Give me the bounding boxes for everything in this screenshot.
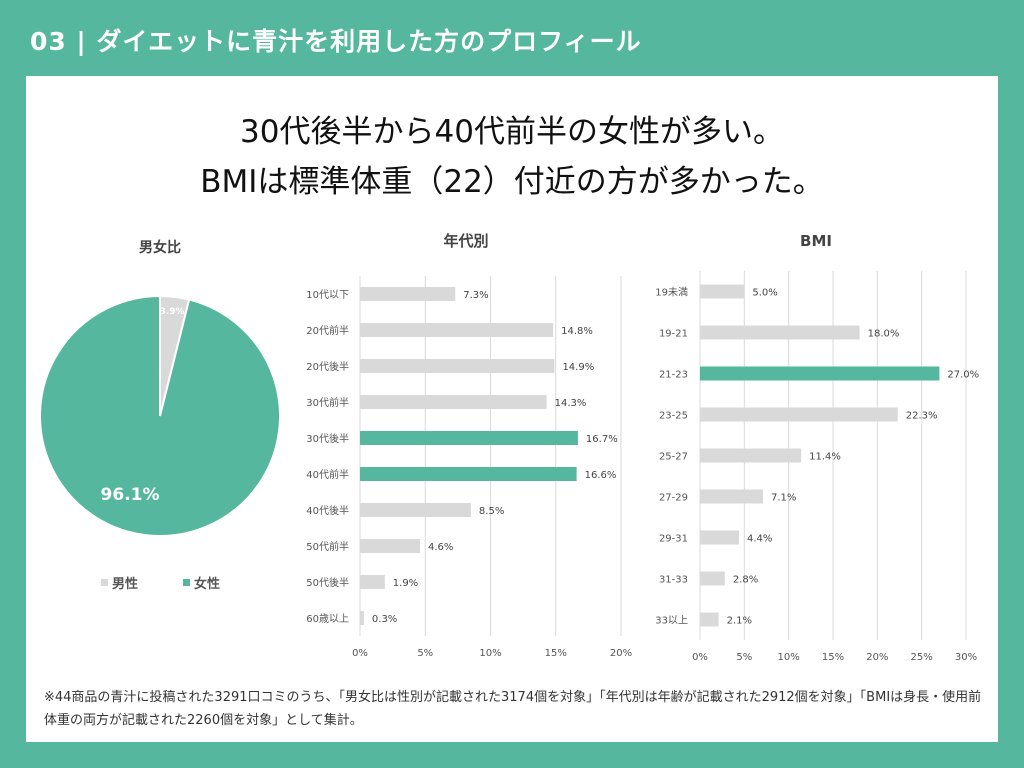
age-tick-label: 10% bbox=[479, 648, 501, 659]
bmi-category-label: 29-31 bbox=[659, 534, 688, 545]
bmi-bar bbox=[700, 325, 860, 340]
age-value-label: 16.6% bbox=[585, 470, 617, 481]
bmi-bar bbox=[700, 284, 745, 299]
age-value-label: 8.5% bbox=[479, 506, 504, 517]
age-value-label: 14.9% bbox=[562, 362, 594, 373]
age-bar bbox=[360, 287, 456, 301]
bmi-tick-label: 25% bbox=[911, 652, 933, 663]
bmi-tick-label: 10% bbox=[778, 652, 800, 663]
age-value-label: 14.8% bbox=[561, 326, 593, 337]
age-value-label: 7.3% bbox=[463, 290, 488, 301]
age-bar bbox=[360, 395, 547, 409]
legend-swatch-male bbox=[101, 579, 108, 586]
age-bar bbox=[360, 359, 555, 373]
age-bar bbox=[360, 431, 578, 445]
age-category-label: 60歳以上 bbox=[306, 613, 349, 625]
pie-chart-title: 男女比 bbox=[139, 239, 181, 256]
age-value-label: 14.3% bbox=[555, 398, 587, 409]
bmi-value-label: 11.4% bbox=[809, 452, 841, 463]
bmi-category-label: 19未満 bbox=[655, 287, 688, 299]
age-tick-label: 20% bbox=[610, 648, 632, 659]
bmi-value-label: 22.3% bbox=[906, 411, 938, 422]
bmi-value-label: 2.8% bbox=[733, 575, 758, 586]
age-bar bbox=[360, 503, 471, 517]
age-category-label: 40代後半 bbox=[306, 504, 349, 517]
age-category-label: 30代前半 bbox=[306, 396, 349, 409]
age-value-label: 1.9% bbox=[393, 578, 418, 589]
headline-line-2: BMIは標準体重（22）付近の方が多かった。 bbox=[200, 164, 824, 200]
age-category-label: 40代前半 bbox=[306, 468, 349, 481]
charts-area: 男女比 3.9% 96.1% 男性 女性 年代別 0% 5% 10% 15% 20% 10代以下 7.3… bbox=[39, 232, 979, 663]
bmi-tick-label: 15% bbox=[822, 652, 844, 663]
bmi-bar bbox=[700, 571, 725, 586]
legend-label-female: 女性 bbox=[194, 576, 220, 592]
bmi-tick-label: 20% bbox=[866, 652, 888, 663]
bmi-value-label: 5.0% bbox=[752, 288, 777, 299]
bmi-bar bbox=[700, 407, 898, 422]
age-value-label: 4.6% bbox=[428, 542, 453, 553]
age-tick-label: 5% bbox=[417, 648, 433, 659]
content-panel: 30代後半から40代前半の女性が多い。 BMIは標準体重（22）付近の方が多かっ… bbox=[26, 76, 998, 742]
age-category-label: 20代前半 bbox=[306, 324, 349, 337]
bmi-bar bbox=[700, 530, 740, 545]
bmi-category-label: 27-29 bbox=[659, 493, 688, 504]
bmi-category-label: 19-21 bbox=[659, 329, 688, 340]
bmi-category-label: 31-33 bbox=[659, 575, 688, 586]
bmi-bar bbox=[700, 489, 763, 504]
legend-swatch-female bbox=[183, 579, 190, 586]
bmi-value-label: 4.4% bbox=[747, 534, 772, 545]
bmi-value-label: 2.1% bbox=[727, 616, 752, 627]
age-category-label: 50代前半 bbox=[306, 540, 349, 553]
age-bar bbox=[360, 539, 421, 553]
pie-label-male: 3.9% bbox=[160, 307, 185, 317]
age-category-label: 30代後半 bbox=[306, 432, 349, 445]
headline-line-1: 30代後半から40代前半の女性が多い。 bbox=[240, 114, 784, 150]
age-bar bbox=[360, 575, 385, 589]
age-tick-label: 0% bbox=[352, 648, 368, 659]
bmi-category-label: 25-27 bbox=[659, 452, 688, 463]
bmi-category-label: 23-25 bbox=[659, 411, 688, 422]
age-bar bbox=[360, 323, 554, 337]
age-bar bbox=[360, 611, 364, 625]
footnote: ※44商品の青汁に投稿された3291口コミのうち、「男女比は性別が記載された31… bbox=[44, 690, 982, 728]
age-category-label: 50代後半 bbox=[306, 576, 349, 589]
bmi-bar bbox=[700, 612, 719, 627]
bmi-value-label: 27.0% bbox=[947, 370, 979, 381]
age-value-label: 0.3% bbox=[372, 614, 397, 625]
age-chart-title: 年代別 bbox=[443, 232, 488, 250]
bmi-category-label: 21-23 bbox=[659, 370, 688, 381]
bmi-tick-label: 30% bbox=[955, 652, 977, 663]
bmi-tick-label: 0% bbox=[692, 652, 708, 663]
age-bar bbox=[360, 467, 577, 481]
bmi-value-label: 18.0% bbox=[868, 329, 900, 340]
age-value-label: 16.7% bbox=[586, 434, 618, 445]
pie-slice-female bbox=[39, 294, 281, 537]
age-category-label: 10代以下 bbox=[306, 289, 349, 301]
bmi-chart-title: BMI bbox=[800, 232, 832, 250]
bmi-tick-label: 5% bbox=[736, 652, 752, 663]
age-tick-label: 15% bbox=[545, 648, 567, 659]
bmi-bar bbox=[700, 366, 940, 381]
bmi-value-label: 7.1% bbox=[771, 493, 796, 504]
page-header-title: 03 | ダイエットに青汁を利用した方のプロフィール bbox=[30, 27, 642, 56]
pie-label-female: 96.1% bbox=[101, 485, 160, 505]
legend-label-male: 男性 bbox=[112, 576, 138, 592]
age-category-label: 20代後半 bbox=[306, 360, 349, 373]
bmi-category-label: 33以上 bbox=[655, 615, 688, 627]
bmi-bar bbox=[700, 448, 802, 463]
